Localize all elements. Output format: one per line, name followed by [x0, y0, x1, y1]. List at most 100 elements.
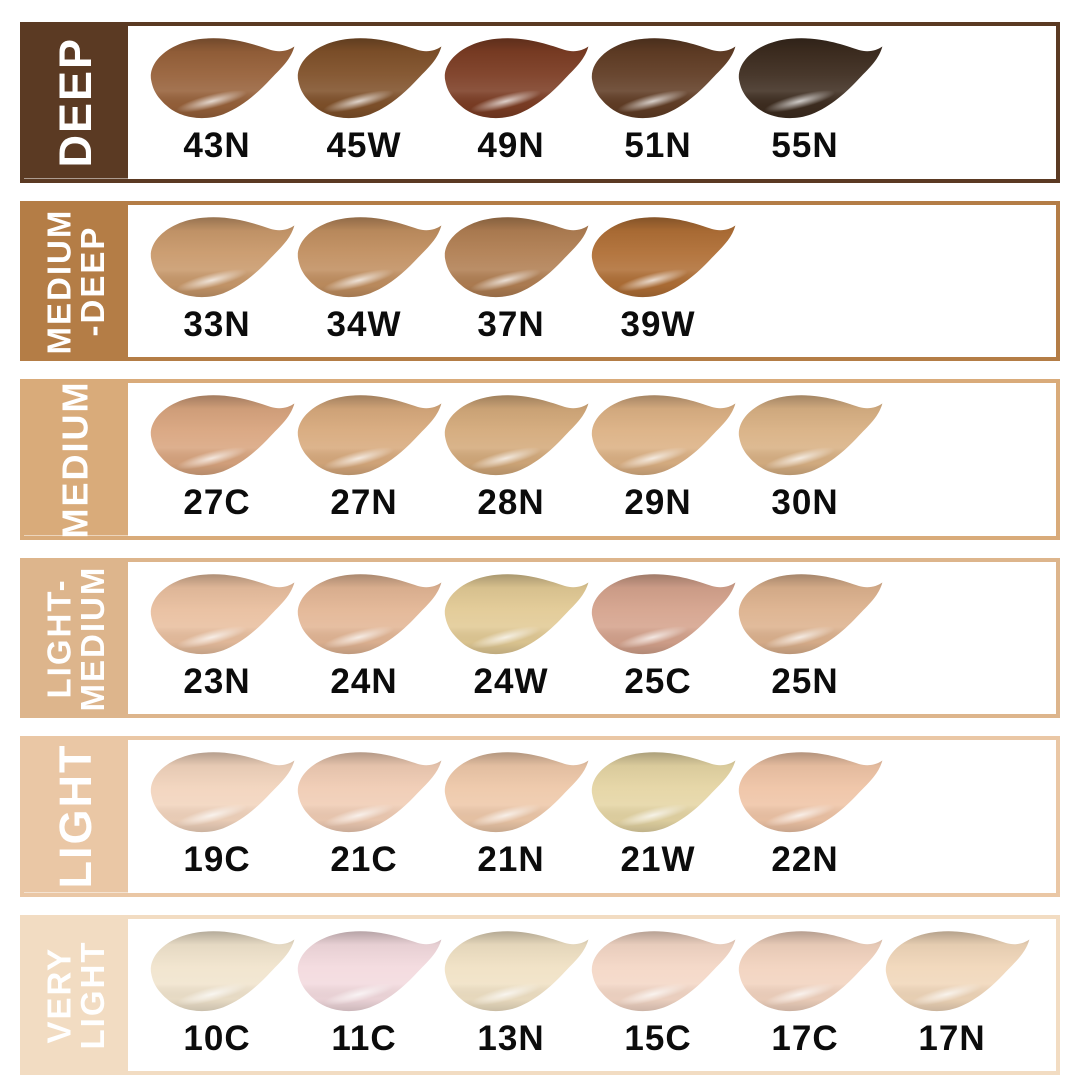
shade-code-label: 55N	[771, 126, 839, 165]
swatch-cell-21c: 21C	[279, 742, 449, 890]
shade-row-deep: DEEP 43N 45W 49N 51N 55N	[20, 22, 1060, 183]
category-label: LIGHT	[24, 740, 128, 893]
shade-smear-icon	[738, 395, 883, 476]
shade-code-label: 25C	[624, 661, 692, 701]
swatch-cell-49n: 49N	[426, 28, 596, 176]
shade-smear-icon	[444, 752, 589, 833]
swatch-cell-15c: 15C	[573, 921, 743, 1069]
shade-code-label: 21C	[330, 840, 398, 879]
swatch-cell-21n: 21N	[426, 742, 596, 890]
swatch-area: 43N 45W 49N 51N 55N	[128, 26, 1056, 179]
shade-code-label: 22N	[771, 840, 839, 879]
shade-smear-icon	[738, 930, 883, 1011]
shade-code-label: 17C	[771, 1018, 839, 1058]
shade-smear-icon	[150, 38, 295, 119]
swatch-area: 19C 21C 21N 21W 22N	[128, 740, 1056, 893]
shade-smear-icon	[150, 930, 295, 1011]
swatch-cell-27c: 27C	[132, 385, 302, 533]
shade-smear-icon	[738, 38, 883, 119]
shade-code-label: 34W	[326, 304, 402, 344]
swatch-cell-33n: 33N	[132, 207, 302, 355]
swatch-cell-19c: 19C	[132, 742, 302, 890]
shade-smear-icon	[591, 216, 736, 297]
swatch-cell-34w: 34W	[279, 207, 449, 355]
shade-code-label: 21N	[477, 840, 545, 879]
shade-row-medium: MEDIUM 27C 27N 28N 29N 30N	[20, 379, 1060, 540]
swatch-cell-13n: 13N	[426, 921, 596, 1069]
shade-code-label: 49N	[477, 126, 545, 165]
swatch-cell-29n: 29N	[573, 385, 743, 533]
shade-smear-icon	[591, 930, 736, 1011]
shade-code-label: 13N	[477, 1018, 545, 1058]
swatch-area: 23N 24N 24W 25C 25N	[128, 561, 1056, 714]
shade-smear-icon	[591, 573, 736, 654]
shade-smear-icon	[738, 573, 883, 654]
shade-smear-icon	[297, 573, 442, 654]
shade-code-label: 25N	[771, 661, 839, 701]
shade-code-label: 11C	[331, 1018, 397, 1058]
shade-smear-icon	[297, 395, 442, 476]
swatch-area: 27C 27N 28N 29N 30N	[128, 383, 1056, 536]
shade-smear-icon	[444, 216, 589, 297]
shade-code-label: 30N	[771, 483, 839, 522]
shade-smear-icon	[150, 395, 295, 476]
shade-smear-icon	[885, 930, 1030, 1011]
shade-code-label: 27N	[330, 483, 398, 522]
swatch-cell-23n: 23N	[132, 564, 302, 712]
shade-code-label: 51N	[624, 126, 692, 165]
shade-smear-icon	[297, 216, 442, 297]
shade-row-very-light: VERY LIGHT 10C 11C 13N 15C 17C 17N	[20, 914, 1060, 1075]
shade-smear-icon	[444, 930, 589, 1011]
swatch-cell-10c: 10C	[132, 921, 302, 1069]
swatch-cell-25n: 25N	[720, 564, 890, 712]
swatch-cell-22n: 22N	[720, 742, 890, 890]
swatch-cell-24w: 24W	[426, 564, 596, 712]
shade-code-label: 17N	[918, 1018, 986, 1058]
shade-code-label: 27C	[183, 483, 251, 522]
shade-code-label: 45W	[326, 126, 402, 165]
shade-code-label: 24N	[330, 661, 398, 701]
shade-smear-icon	[444, 395, 589, 476]
shade-code-label: 33N	[183, 304, 251, 344]
shade-code-label: 24W	[473, 661, 549, 701]
shade-code-label: 29N	[624, 483, 692, 522]
shade-smear-icon	[297, 38, 442, 119]
shade-code-label: 10C	[183, 1018, 251, 1058]
swatch-cell-17n: 17N	[867, 921, 1037, 1069]
shade-code-label: 21W	[620, 840, 696, 879]
swatch-cell-27n: 27N	[279, 385, 449, 533]
category-label: MEDIUM	[24, 380, 128, 538]
category-label: DEEP	[24, 26, 128, 179]
swatch-cell-21w: 21W	[573, 742, 743, 890]
shade-smear-icon	[297, 752, 442, 833]
foundation-shade-chart: DEEP 43N 45W 49N 51N 55N MEDIUM -DEEP 33N 34W 37N…	[20, 22, 1060, 1075]
swatch-cell-43n: 43N	[132, 28, 302, 176]
swatch-area: 33N 34W 37N 39W	[128, 204, 1056, 357]
swatch-cell-30n: 30N	[720, 385, 890, 533]
shade-smear-icon	[738, 752, 883, 833]
swatch-cell-28n: 28N	[426, 385, 596, 533]
shade-smear-icon	[591, 38, 736, 119]
swatch-cell-39w: 39W	[573, 207, 743, 355]
shade-code-label: 39W	[620, 304, 696, 344]
category-label: MEDIUM -DEEP	[24, 204, 128, 357]
swatch-area: 10C 11C 13N 15C 17C 17N	[128, 918, 1056, 1071]
swatch-cell-37n: 37N	[426, 207, 596, 355]
shade-row-light-medium: LIGHT- MEDIUM 23N 24N 24W 25C 25N	[20, 557, 1060, 718]
shade-code-label: 23N	[183, 661, 251, 701]
category-label: LIGHT- MEDIUM	[24, 561, 128, 714]
shade-smear-icon	[150, 216, 295, 297]
shade-row-light: LIGHT 19C 21C 21N 21W 22N	[20, 736, 1060, 897]
shade-smear-icon	[150, 752, 295, 833]
shade-smear-icon	[591, 752, 736, 833]
shade-code-label: 19C	[183, 840, 251, 879]
shade-smear-icon	[591, 395, 736, 476]
swatch-cell-51n: 51N	[573, 28, 743, 176]
shade-smear-icon	[444, 573, 589, 654]
shade-smear-icon	[150, 573, 295, 654]
swatch-cell-25c: 25C	[573, 564, 743, 712]
shade-code-label: 37N	[477, 304, 545, 344]
category-label: VERY LIGHT	[24, 918, 128, 1071]
swatch-cell-11c: 11C	[279, 921, 449, 1069]
swatch-cell-45w: 45W	[279, 28, 449, 176]
